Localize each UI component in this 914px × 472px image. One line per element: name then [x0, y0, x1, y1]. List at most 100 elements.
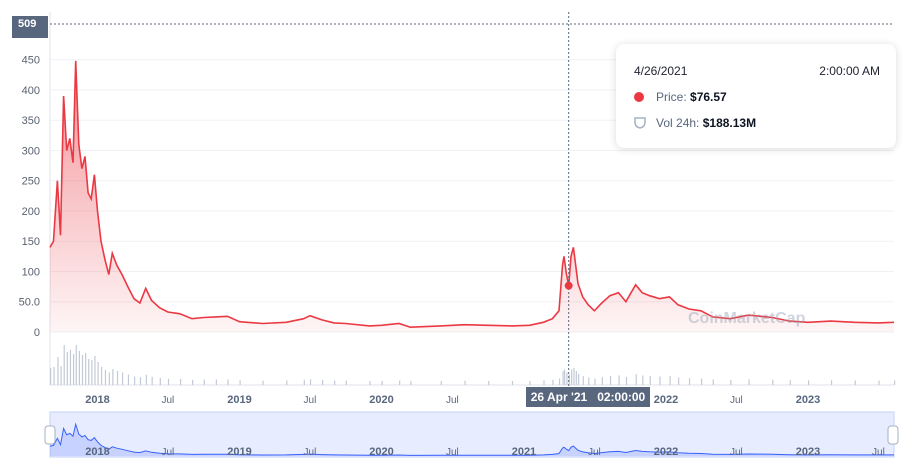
x-tick-label: 2022: [654, 394, 678, 406]
navigator-tick-label: 2023: [796, 446, 820, 458]
volume-bar: [286, 380, 288, 385]
volume-bar: [57, 357, 59, 385]
volume-bar: [116, 371, 119, 385]
navigator-handle-right[interactable]: [887, 425, 899, 445]
navigator-tick-label: Jul: [304, 447, 317, 458]
price-tooltip: 4/26/2021 2:00:00 AM Price: $76.57 Vol 2…: [616, 44, 896, 148]
price-area: [50, 60, 894, 333]
volume-bar: [659, 376, 661, 385]
volume-bar: [60, 366, 62, 385]
volume-bar: [789, 380, 791, 385]
tooltip-time: 2:00:00 AM: [819, 64, 880, 78]
volume-bar: [50, 368, 52, 385]
volume-bar: [399, 380, 401, 385]
y-tick-label: 350: [22, 115, 40, 127]
volume-bar: [669, 376, 671, 385]
navigator-handle-left[interactable]: [44, 425, 56, 445]
volume-bar: [642, 375, 644, 385]
navigator-axis: 2018 Jul 2019 Jul 2020 Jul 2021 Jul 2022 Jul 2023 J…: [85, 446, 885, 458]
volume-bar: [81, 355, 84, 385]
volume-shield-icon: [634, 117, 646, 132]
volume-bar: [121, 372, 124, 385]
volume-bar: [575, 371, 577, 385]
navigator-tick-label: 2022: [654, 446, 678, 458]
volume-bars: [50, 345, 896, 385]
y-tick-label: 50.0: [19, 297, 40, 309]
volume-bar: [85, 353, 87, 385]
navigator-selection[interactable]: [49, 411, 895, 458]
volume-bar: [440, 381, 442, 385]
x-tick-label: Jul: [304, 395, 317, 406]
x-axis: 2018 Jul 2019 Jul 2020 Jul 2022 Jul 2023: [85, 394, 820, 406]
volume-bar: [552, 379, 554, 385]
volume-bar: [748, 379, 750, 385]
navigator-tick-label: 2021: [512, 446, 536, 458]
volume-bar: [309, 379, 312, 385]
x-tick-label: 2018: [85, 394, 109, 406]
navigator-area: [50, 424, 894, 456]
tooltip-volume-row: Vol 24h: $188.13M: [634, 116, 756, 132]
volume-bar: [345, 380, 347, 385]
volume-bar: [573, 368, 575, 385]
volume-bar: [227, 379, 229, 385]
navigator-tick-label: Jul: [730, 447, 743, 458]
volume-bar: [878, 380, 880, 385]
y-tick-label: 200: [22, 206, 40, 218]
volume-bar: [179, 379, 182, 385]
tooltip-date: 4/26/2021: [634, 64, 688, 78]
volume-bar: [381, 380, 383, 385]
volume-bar: [239, 380, 241, 385]
volume-bar: [511, 381, 514, 385]
volume-bar: [588, 377, 590, 385]
navigator-line: [49, 422, 894, 456]
volume-bar: [562, 371, 564, 385]
volume-bar: [78, 351, 80, 385]
volume-bar: [145, 374, 147, 385]
volume-bar: [601, 377, 603, 385]
volume-bar: [582, 376, 584, 385]
volume-bar: [159, 378, 161, 385]
volume-bar: [91, 360, 93, 385]
x-tick-label: Jul: [446, 395, 459, 406]
y-tick-label: 300: [22, 145, 40, 157]
volume-bar: [167, 378, 170, 385]
volume-bar: [594, 378, 596, 385]
tooltip-price-value: $76.57: [690, 90, 727, 104]
y-tick-label: 150: [22, 236, 40, 248]
volume-bar: [334, 380, 336, 385]
navigator-tick-label: 2019: [227, 446, 251, 458]
y-cursor-badge: 509: [12, 16, 48, 38]
volume-bar: [566, 372, 568, 385]
price-line: [49, 60, 895, 329]
volume-bar: [700, 378, 703, 385]
tooltip-price-row: Price: $76.57: [634, 90, 727, 104]
volume-bar: [321, 380, 324, 385]
volume-bar: [543, 380, 545, 385]
volume-bar: [808, 380, 810, 385]
navigator-tick-label: 2020: [369, 446, 393, 458]
x-tick-label: Jul: [730, 395, 743, 406]
volume-bar: [88, 359, 90, 385]
navigator-tick-label: 2018: [85, 446, 109, 458]
volume-bar: [69, 350, 72, 385]
volume-bar: [203, 379, 205, 385]
volume-bar: [100, 367, 103, 385]
volume-bar: [568, 374, 570, 385]
price-marker: [564, 281, 573, 290]
tooltip-price-label: Price:: [656, 90, 687, 104]
volume-bar: [104, 370, 107, 385]
volume-bar: [303, 379, 305, 385]
y-tick-label: 0: [34, 327, 40, 339]
x-tick-label: 2019: [227, 394, 251, 406]
volume-bar: [97, 362, 99, 385]
y-tick-label: 100: [22, 266, 40, 278]
navigator-tick-label: Jul: [872, 447, 885, 458]
volume-bar: [139, 377, 142, 385]
volume-bar: [688, 378, 691, 385]
volume-bar: [730, 379, 732, 385]
volume-bar: [854, 380, 856, 385]
x-tick-label: 2023: [796, 394, 820, 406]
range-navigator[interactable]: 2018 Jul 2019 Jul 2020 Jul 2021 Jul 2022 Jul 2023 J…: [44, 411, 899, 458]
navigator-tick-label: Jul: [162, 447, 175, 458]
